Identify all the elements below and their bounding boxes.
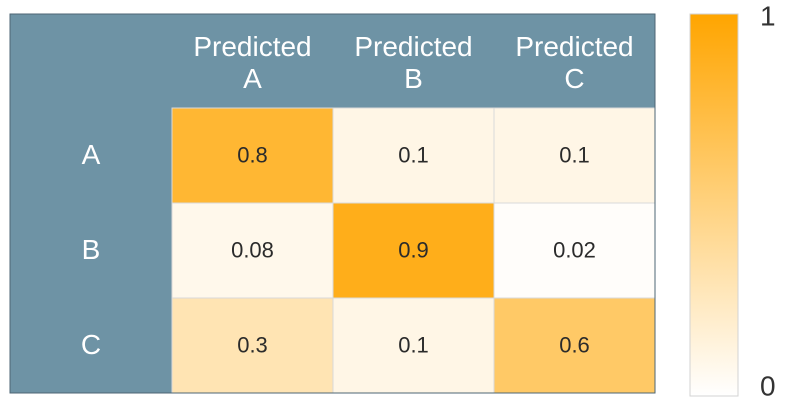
cell-value-label: 0.8 (237, 142, 268, 167)
column-header-label: Predicted A (193, 31, 311, 94)
header-layer: Predicted A Predicted B Predicted C A B C (10, 14, 655, 393)
heatmap-cell (332, 107, 495, 204)
column-header-cell (494, 14, 655, 108)
heatmap-cell (332, 202, 495, 299)
colorbar-max-label: 1 (760, 0, 776, 31)
colorbar-layer: 10 (689, 0, 776, 401)
cell-value-label: 0.1 (398, 142, 429, 167)
row-header-cell (10, 203, 172, 298)
column-header-cell (172, 14, 333, 108)
cell-value-label: 0.6 (559, 332, 590, 357)
cell-layer: 0.8 0.1 0.1 0.08 0.9 0.02 0.3 0.1 0.6 (9, 13, 656, 394)
cell-value-label: 0.1 (398, 332, 429, 357)
row-header-cell (10, 298, 172, 393)
cell-value-label: 0.02 (553, 237, 596, 262)
cell-value-label: 0.3 (237, 332, 268, 357)
colorbar-min-label: 0 (760, 370, 776, 401)
row-header-label: A (82, 139, 101, 170)
row-header-label: B (82, 234, 101, 265)
column-header-label: Predicted C (515, 31, 633, 94)
colorbar (689, 13, 739, 397)
cell-value-label: 0.1 (559, 142, 590, 167)
heatmap-cell (493, 202, 656, 299)
column-header-label: Predicted B (354, 31, 472, 94)
row-header-cell (10, 108, 172, 203)
heatmap-cell (171, 202, 334, 299)
cell-value-label: 0.9 (398, 237, 429, 262)
corner-header-cell (10, 14, 172, 108)
cell-value-label: 0.08 (231, 237, 274, 262)
table-outline (9, 13, 656, 394)
heatmap-cell (493, 107, 656, 204)
heatmap-cell (171, 107, 334, 204)
column-header-cell (333, 14, 494, 108)
row-header-label: C (81, 329, 101, 360)
